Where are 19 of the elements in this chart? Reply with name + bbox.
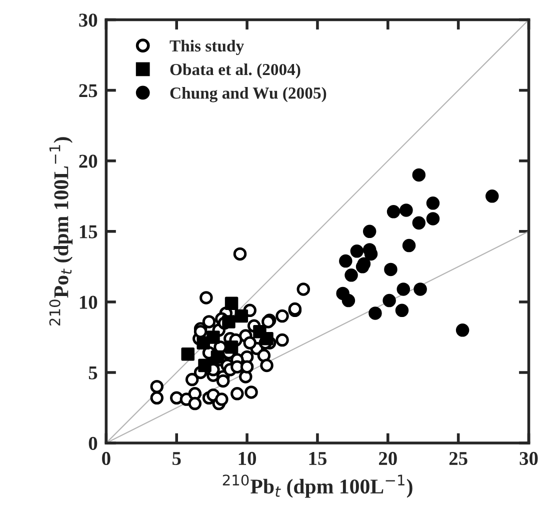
y-tick-label: 10 — [80, 296, 98, 309]
x-axis-title: $^{210}$Pb$_{t}$ (dpm 100L$^{−1}$) — [222, 474, 412, 498]
y-tick-label: 15 — [80, 225, 98, 238]
y-tick-label: 30 — [79, 14, 98, 27]
y-tick-label: 20 — [79, 154, 98, 168]
y-axis-title: $^{210}$Po$_{t}$ (dpm 100L$^{−1}$) — [49, 137, 73, 326]
legend-label: Chung and Wu (2005) — [170, 87, 326, 102]
y-tick-label: 25 — [79, 84, 98, 98]
x-tick-label: 10 — [238, 452, 256, 466]
x-tick-label: 25 — [449, 452, 468, 466]
y-tick-label: 0 — [88, 436, 98, 450]
x-tick-label: 0 — [102, 452, 110, 466]
x-tick-label: 20 — [378, 452, 397, 466]
y-tick-label: 5 — [88, 366, 98, 380]
x-tick-label: 15 — [309, 452, 326, 466]
legend-label: Obata et al. (2004) — [170, 63, 300, 79]
x-tick-label: 30 — [520, 452, 538, 466]
x-tick-label: 5 — [172, 452, 181, 466]
legend-label: This study — [170, 40, 244, 56]
